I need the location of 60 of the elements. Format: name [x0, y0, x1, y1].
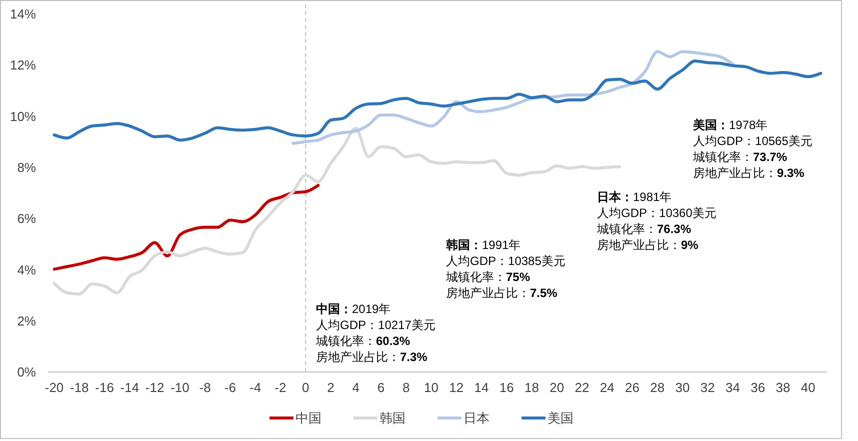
- y-tick-label: 6%: [17, 211, 36, 226]
- y-tick-label: 0%: [17, 364, 36, 380]
- x-tick-label: 40: [800, 380, 816, 395]
- annotation: 中国：2019年: [316, 302, 391, 316]
- annotation: 人均GDP：10360美元: [597, 206, 716, 220]
- annotation: 房地产业占比：9.3%: [693, 166, 805, 180]
- annotation: 城镇化率：60.3%: [315, 334, 410, 348]
- annotation: 房地产业占比：7.5%: [446, 286, 558, 300]
- x-tick-label: -14: [120, 380, 140, 395]
- x-tick-label: 16: [499, 380, 514, 395]
- annotation: 日本：1981年: [597, 190, 672, 204]
- x-tick-label: 34: [726, 380, 740, 395]
- x-tick-label: 22: [574, 380, 590, 395]
- x-tick-label: -8: [199, 380, 211, 395]
- x-tick-label: 2: [327, 380, 334, 395]
- x-tick-label: 36: [750, 380, 766, 395]
- x-tick-label: 24: [600, 380, 614, 395]
- legend-label: 中国: [296, 410, 322, 426]
- x-tick-label: 0: [302, 380, 310, 395]
- annotation: 城镇化率：73.7%: [692, 150, 788, 164]
- x-tick-label: 20: [550, 380, 564, 395]
- x-tick-label: 18: [524, 380, 539, 395]
- x-tick-label: 10: [424, 380, 438, 395]
- y-tick-label: 10%: [10, 108, 36, 124]
- annotation: 人均GDP：10217美元: [316, 318, 436, 332]
- y-tick-label: 14%: [10, 6, 36, 22]
- x-tick-label: 30: [675, 380, 690, 395]
- annotation: 城镇化率：76.3%: [596, 222, 692, 236]
- x-tick-label: -10: [170, 380, 190, 395]
- annotation: 城镇化率：75%: [445, 270, 530, 284]
- x-tick-label: 4: [352, 380, 360, 395]
- annotation: 房地产业占比：7.3%: [316, 350, 428, 364]
- annotation: 韩国：1991年: [445, 238, 521, 252]
- y-tick-label: 2%: [17, 313, 36, 328]
- x-tick-label: 28: [650, 380, 665, 395]
- annotation: 房地产业占比：9%: [597, 238, 699, 252]
- y-tick-label: 12%: [10, 58, 36, 73]
- annotation: 人均GDP：10385美元: [446, 254, 566, 268]
- y-tick-label: 4%: [17, 262, 36, 278]
- x-tick-label: 12: [449, 380, 464, 395]
- annotation: 美国：1978年: [692, 118, 768, 132]
- x-tick-label: -4: [250, 380, 262, 395]
- x-tick-label: 32: [700, 380, 715, 395]
- legend-label: 日本: [464, 410, 490, 426]
- x-tick-label: -16: [95, 380, 114, 395]
- x-tick-label: -18: [70, 380, 89, 395]
- x-tick-label: -6: [224, 380, 236, 395]
- legend-label: 美国: [548, 410, 574, 426]
- y-tick-label: 8%: [17, 160, 36, 175]
- x-tick-label: -2: [274, 380, 286, 395]
- line-series: [52, 184, 320, 271]
- x-tick-label: 6: [377, 380, 385, 395]
- x-tick-label: -20: [44, 380, 64, 395]
- x-tick-label: 26: [625, 380, 640, 395]
- legend-label: 韩国: [380, 410, 406, 426]
- annotation: 人均GDP：10565美元: [693, 134, 812, 148]
- x-tick-label: 38: [776, 380, 790, 395]
- x-tick-label: 8: [402, 380, 410, 395]
- x-tick-label: -12: [145, 380, 164, 395]
- x-tick-label: 14: [474, 380, 489, 395]
